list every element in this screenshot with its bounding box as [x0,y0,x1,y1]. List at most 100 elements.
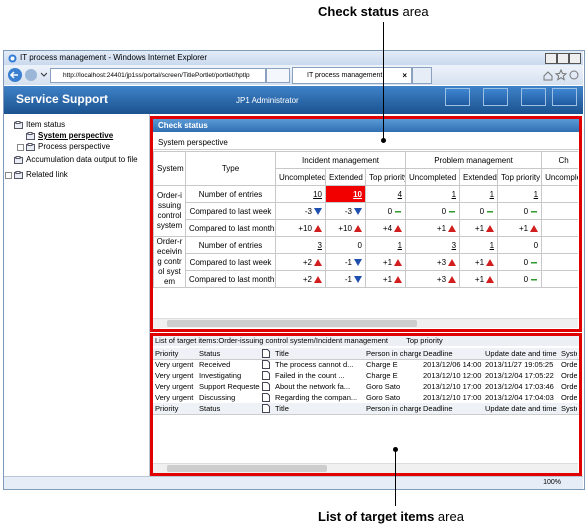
list-header: Priority Status Title Person in charge Deadl… [153,348,579,360]
cell[interactable]: Status [199,404,221,413]
url-box[interactable]: http://localhost:24401/jp1ss/portal/scre… [50,68,266,83]
callout-bold: Check status [318,4,399,19]
minimize-button[interactable] [545,53,557,64]
zoom-level: 100% [543,479,561,486]
tree-icon [26,143,35,153]
scroll-thumb[interactable] [167,465,327,472]
expander[interactable] [5,172,12,179]
header-button[interactable] [483,88,508,106]
count-value: +1 [382,274,393,284]
doc-icon [262,393,270,403]
cell[interactable]: Syste [561,349,577,358]
count-value: +10 [298,223,312,233]
trend-icon [392,258,403,267]
callout-bold: List of target items [318,509,435,524]
sub-header: Extended [459,168,499,186]
help-button[interactable] [552,88,577,106]
cell: Goro Sato [366,382,401,391]
count-value[interactable]: 1 [397,240,403,250]
h-scrollbar[interactable] [153,318,578,328]
cell: 2013/12/04 17:05:22 [485,371,554,380]
new-tab[interactable] [412,67,432,84]
count-value[interactable]: 10 [353,189,362,199]
header-button[interactable] [521,88,546,106]
cell[interactable]: Title [275,404,289,413]
scroll-thumb[interactable] [167,320,417,327]
col-header: System [153,151,186,186]
trend-icon [352,224,362,233]
trend-icon [446,275,457,284]
trend-icon [312,275,322,284]
nav-item[interactable]: Related link [26,170,68,179]
callout-dot [381,138,386,143]
count-value: +1 [518,223,529,233]
cell[interactable]: Person in charge [366,349,421,358]
header-button[interactable] [445,88,470,106]
nav-item[interactable]: System perspective [38,131,114,140]
count-value[interactable]: 10 [313,189,322,199]
count-value: +1 [382,257,393,267]
cell[interactable]: Title [275,349,289,358]
group-header: Problem management [405,151,543,169]
count-value[interactable]: 1 [489,189,495,199]
trend-icon [528,258,538,267]
nav-item[interactable]: Process perspective [38,142,111,151]
count-value: +1 [474,223,485,233]
trend-icon [392,275,403,284]
cell: Very urgent [155,360,194,369]
count-value[interactable]: 1 [451,189,457,199]
count-value: 0 [523,257,529,267]
cell: Failed in the count ... [275,371,345,380]
count-value[interactable]: 1 [533,189,539,199]
cell[interactable]: Deadline [423,349,453,358]
list-row: Very urgent Support Requested About the ne… [153,381,579,392]
app-name: Service Support [16,92,109,106]
col-header: Type [185,151,276,186]
toolbar-icons[interactable] [542,69,580,81]
cell[interactable]: Syste [561,404,577,413]
count-value: 0 [387,206,393,216]
address-bar: http://localhost:24401/jp1ss/portal/scre… [4,65,583,85]
cell: Regarding the compan... [275,393,358,402]
data-row: Compared to last week+2-1+1+3+100 [154,253,578,271]
group-header: Ch [541,151,578,169]
close-button[interactable] [569,53,581,64]
count-value[interactable]: 1 [489,240,495,250]
count-value: +2 [302,274,312,284]
count-value[interactable]: 4 [397,189,403,199]
cell: Charge E [366,360,398,369]
trend-icon [484,207,494,216]
cell[interactable]: Deadline [423,404,453,413]
cell[interactable]: Priority [155,349,179,358]
maximize-button[interactable] [557,53,569,64]
trend-icon [392,207,402,216]
tab-close[interactable]: × [402,71,407,80]
trend-icon [352,207,362,216]
nav-item[interactable]: Item status [26,120,66,129]
trend-icon [352,275,362,284]
nav-buttons[interactable] [7,67,47,83]
ie-icon [8,54,17,63]
cell: 2013/11/27 19:05:25 [485,360,554,369]
trend-icon [528,207,538,216]
count-value: 0 [479,206,485,216]
cell[interactable]: Priority [155,404,179,413]
browser-tab[interactable]: IT process management × [292,67,412,84]
header-row: System Type Incident management Problem man… [153,151,578,186]
count-value[interactable]: 3 [451,240,457,250]
cell[interactable]: Person in charge [366,404,421,413]
expander[interactable] [17,144,24,151]
trend-icon [312,224,322,233]
h-scrollbar[interactable] [153,463,578,473]
trend-icon [484,275,495,284]
cell[interactable]: Update date and time [485,349,557,358]
go-button[interactable] [266,68,290,83]
count-value: +1 [436,223,447,233]
count-value[interactable]: 3 [317,240,322,250]
tree-icon [14,156,23,166]
count-value: +1 [474,257,485,267]
count-value: 0 [523,206,529,216]
cell[interactable]: Status [199,349,221,358]
nav-item[interactable]: Accumulation data output to file [26,155,138,164]
cell[interactable]: Update date and time [485,404,557,413]
